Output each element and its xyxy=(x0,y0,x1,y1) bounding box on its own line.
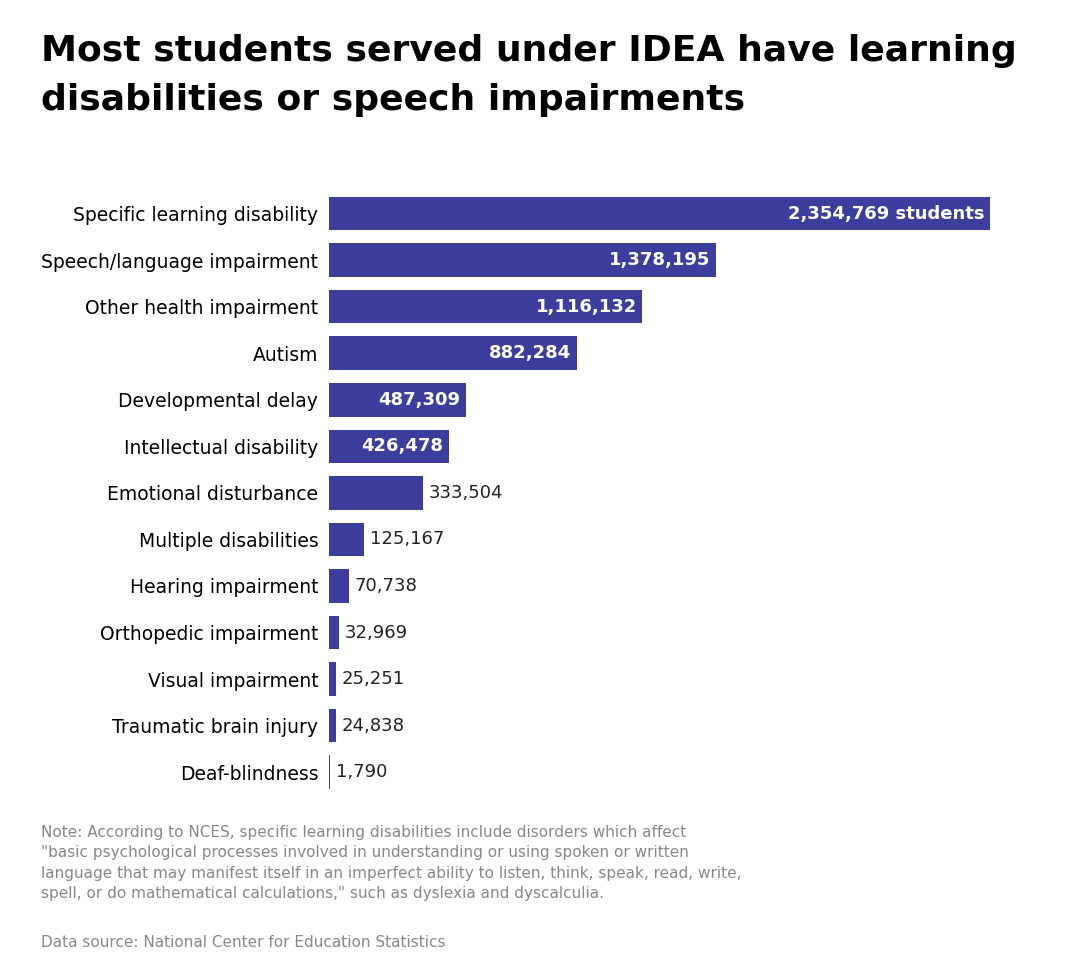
Text: 2,354,769 students: 2,354,769 students xyxy=(787,205,984,223)
Bar xyxy=(329,523,364,556)
Bar xyxy=(329,197,989,230)
Text: 1,790: 1,790 xyxy=(336,763,387,781)
Text: 25,251: 25,251 xyxy=(342,671,405,688)
Text: Data source: National Center for Education Statistics: Data source: National Center for Educati… xyxy=(41,935,446,950)
Text: Note: According to NCES, specific learning disabilities include disorders which : Note: According to NCES, specific learni… xyxy=(41,825,742,901)
Bar xyxy=(329,709,336,743)
Text: disabilities or speech impairments: disabilities or speech impairments xyxy=(41,83,745,117)
Bar xyxy=(329,383,467,417)
Bar xyxy=(329,243,716,277)
Text: 487,309: 487,309 xyxy=(378,390,460,409)
Text: 333,504: 333,504 xyxy=(429,484,503,502)
Bar xyxy=(329,663,337,696)
Bar xyxy=(329,290,643,323)
Text: 70,738: 70,738 xyxy=(355,577,418,595)
Bar xyxy=(329,569,349,603)
Text: 24,838: 24,838 xyxy=(342,716,405,735)
Text: 125,167: 125,167 xyxy=(370,530,445,549)
Text: 1,116,132: 1,116,132 xyxy=(536,298,637,315)
Text: 426,478: 426,478 xyxy=(362,437,444,456)
Text: 1,378,195: 1,378,195 xyxy=(609,251,711,269)
Text: 882,284: 882,284 xyxy=(489,345,571,362)
Text: Most students served under IDEA have learning: Most students served under IDEA have lea… xyxy=(41,34,1016,68)
Bar xyxy=(329,476,423,509)
Text: 32,969: 32,969 xyxy=(345,624,407,641)
Bar xyxy=(329,616,339,649)
Bar xyxy=(329,337,577,370)
Bar xyxy=(329,429,449,463)
